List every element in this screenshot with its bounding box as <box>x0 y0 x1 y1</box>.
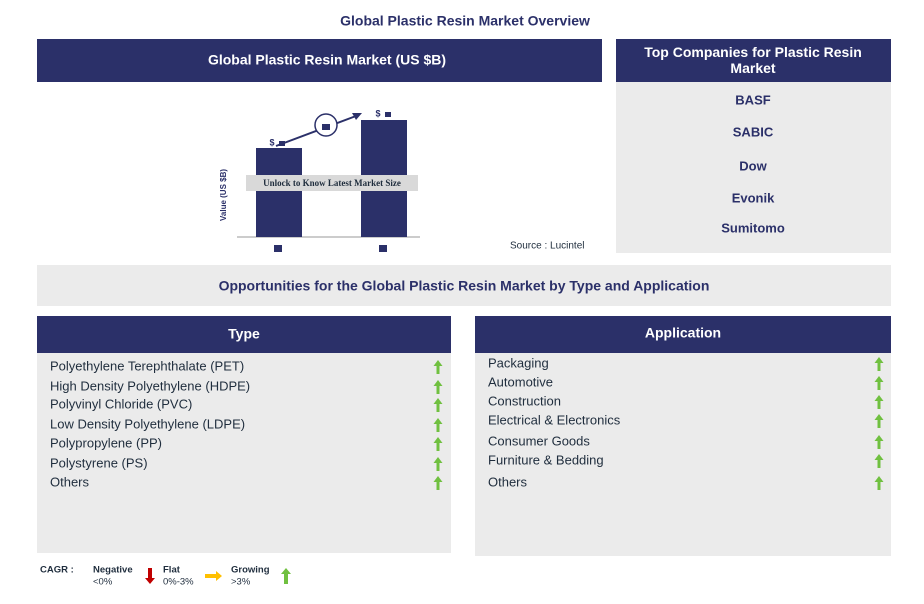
type-item: Others <box>50 474 90 489</box>
type-item: Polyethylene Terephthalate (PET) <box>50 358 244 373</box>
type-item: Polystyrene (PS) <box>50 455 148 470</box>
growing-arrow <box>874 395 884 409</box>
companies-header: Top Companies for Plastic Resin Market <box>644 44 862 76</box>
opportunities-bg <box>37 265 891 306</box>
company: BASF <box>735 92 770 107</box>
growing-arrow <box>433 380 443 394</box>
arrow-head <box>352 113 362 120</box>
legend-growing: Growing <box>231 565 270 576</box>
application-item: Electrical & Electronics <box>488 412 621 427</box>
flat-icon <box>205 571 222 581</box>
type-item: Low Density Polyethylene (LDPE) <box>50 416 245 431</box>
banner-bg <box>246 175 418 191</box>
source: Source : Lucintel <box>510 241 585 252</box>
company: Sumitomo <box>721 220 785 235</box>
companies-bg <box>616 82 891 253</box>
growing-arrow <box>433 437 443 451</box>
chart-header: Global Plastic Resin Market (US $B) <box>208 52 446 68</box>
type-header: Type <box>228 326 260 342</box>
opportunities-header: Opportunities for the Global Plastic Res… <box>219 278 710 294</box>
banner: Unlock to Know Latest Market Size <box>263 178 401 188</box>
type-item: Polypropylene (PP) <box>50 435 162 450</box>
application-item: Others <box>488 474 528 489</box>
growing-arrow <box>874 357 884 371</box>
application-item: Consumer Goods <box>488 433 590 448</box>
application-header-bg <box>475 316 891 353</box>
header-line: Market <box>730 60 775 76</box>
growing-arrow <box>433 457 443 471</box>
application-item: Furniture & Bedding <box>488 452 604 467</box>
growing-arrow <box>874 376 884 390</box>
type-bg <box>37 353 451 553</box>
lock-icon <box>322 124 330 130</box>
company: Evonik <box>732 190 775 205</box>
bar-label: $ <box>375 108 380 118</box>
growing-arrow <box>874 476 884 490</box>
type-item: Polyvinyl Chloride (PVC) <box>50 396 192 411</box>
company: SABIC <box>733 124 774 139</box>
y-axis-label: Value (US $B) <box>219 169 228 221</box>
growing-arrow <box>874 454 884 468</box>
bar <box>256 148 302 237</box>
legend-growing-range: >3% <box>231 577 251 588</box>
growing-arrow <box>433 398 443 412</box>
bar-label: $ <box>269 137 274 147</box>
application-item: Packaging <box>488 355 549 370</box>
companies-header-bg <box>616 39 891 82</box>
legend-flat: Flat <box>163 565 181 576</box>
negative-icon <box>145 568 155 584</box>
growing-arrow <box>874 435 884 449</box>
application-header: Application <box>645 325 721 341</box>
growing-arrow <box>433 476 443 490</box>
header-line: Top Companies for Plastic Resin <box>644 44 862 60</box>
page-title: Global Plastic Resin Market Overview <box>340 13 590 29</box>
application-item: Automotive <box>488 374 553 389</box>
legend-negative: Negative <box>93 565 133 576</box>
application-bg <box>475 353 891 556</box>
chart-header-bg <box>37 39 602 82</box>
growing-arrow <box>433 418 443 432</box>
growing-arrow <box>433 360 443 374</box>
application-item: Construction <box>488 393 561 408</box>
legend-label: CAGR : <box>40 565 74 576</box>
growing-arrow <box>874 414 884 428</box>
legend-flat-range: 0%-3% <box>163 577 194 588</box>
company: Dow <box>739 158 767 173</box>
legend-negative-range: <0% <box>93 577 113 588</box>
type-header-bg <box>37 316 451 353</box>
type-item: High Density Polyethylene (HDPE) <box>50 378 250 393</box>
growing-icon <box>281 568 291 584</box>
